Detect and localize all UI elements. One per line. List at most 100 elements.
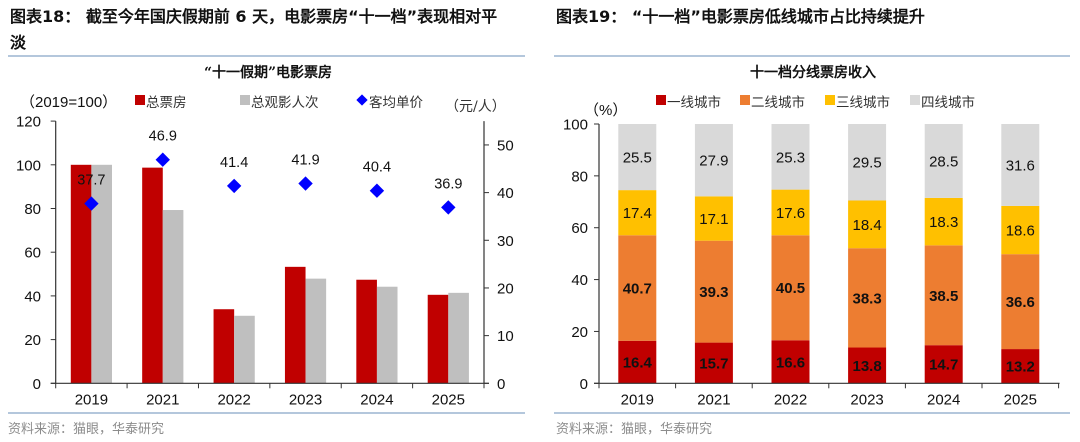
tier2-label: 40.5 — [776, 280, 805, 297]
x-tick-label: 2021 — [697, 392, 730, 409]
left-chart-title: “十一假期”电影票房 — [203, 65, 333, 81]
tier2-segment — [771, 235, 810, 341]
left-y2-axis-unit: （元/人） — [445, 99, 506, 115]
tier2-label: 38.3 — [852, 290, 881, 307]
left-source-note: 资料来源：猫眼，华泰研究 — [8, 422, 165, 437]
tier1-label: 16.4 — [623, 355, 653, 372]
box-office-bar — [284, 266, 306, 384]
avg-ticket-price-point — [226, 178, 242, 194]
tier3-label: 18.6 — [1006, 223, 1035, 240]
box-office-bar — [356, 279, 377, 384]
legend-label-tier3: 三线城市 — [836, 95, 890, 111]
y-tick-label: 20 — [571, 324, 588, 341]
y-tick-label: 20 — [24, 332, 41, 349]
legend-swatch-tier2 — [740, 95, 750, 105]
tier4-label: 29.5 — [852, 155, 881, 172]
box-office-bar — [427, 294, 449, 384]
y2-tick-label: 40 — [497, 185, 514, 202]
y-tick-label: 120 — [16, 114, 41, 131]
tier2-label: 40.7 — [623, 281, 652, 298]
left-top-divider — [8, 55, 525, 57]
y2-tick-label: 20 — [497, 280, 514, 297]
admissions-bar — [305, 278, 327, 384]
tier2-segment — [1001, 254, 1040, 350]
x-tick-label: 2023 — [289, 392, 322, 409]
tier1-segment — [924, 345, 963, 384]
tier1-segment — [694, 342, 733, 384]
y-tick-label: 60 — [24, 245, 41, 262]
tier2-segment — [848, 248, 887, 348]
tier2-label: 39.3 — [699, 284, 728, 301]
box-office-bar — [142, 167, 163, 384]
tier3-segment — [924, 197, 963, 246]
y-tick-label: 80 — [571, 168, 588, 185]
tier2-label: 36.6 — [1006, 294, 1035, 311]
right-figure-title: 图表19： “十一档”电影票房低线城市占比持续提升 — [556, 7, 925, 26]
tier1-segment — [848, 347, 887, 384]
tier4-segment — [1001, 124, 1040, 206]
tier2-segment — [618, 235, 657, 341]
avg-ticket-price-point — [441, 200, 456, 215]
left-figure-title-line-2: 淡 — [10, 33, 27, 52]
avg-ticket-price-label: 41.4 — [220, 155, 248, 171]
tier1-segment — [618, 340, 657, 384]
tier4-segment — [771, 124, 810, 190]
avg-ticket-price-point — [369, 183, 385, 198]
avg-ticket-price-point — [84, 196, 99, 211]
y2-tick-label: 10 — [497, 328, 514, 345]
x-tick-label: 2023 — [850, 392, 883, 409]
avg-ticket-price-label: 41.9 — [291, 153, 319, 169]
admissions-bar — [234, 315, 255, 384]
tier2-label: 38.5 — [929, 288, 958, 305]
y-tick-label: 0 — [580, 376, 588, 393]
tier3-segment — [1001, 205, 1040, 255]
tier2-segment — [694, 240, 733, 343]
admissions-bar — [91, 164, 112, 384]
legend-label-tier2: 二线城市 — [751, 95, 805, 111]
left-figure-title: 图表18： 截至今年国庆假期前 6 天，电影票房“十一档”表现相对平 淡 — [10, 4, 497, 56]
y-tick-label: 40 — [24, 288, 41, 305]
y-tick-label: 100 — [16, 157, 41, 174]
tier4-label: 25.3 — [776, 149, 805, 166]
tier1-segment — [771, 340, 810, 384]
tier1-label: 14.7 — [929, 357, 958, 374]
right-top-divider — [554, 55, 1070, 57]
right-chart-title: 十一档分线票房收入 — [750, 65, 876, 81]
y-tick-label: 0 — [33, 376, 41, 393]
tier3-label: 17.6 — [776, 205, 805, 222]
avg-ticket-price-label: 40.4 — [363, 160, 391, 176]
avg-ticket-price-point — [298, 176, 313, 191]
tier3-segment — [618, 190, 657, 236]
right-bottom-divider — [554, 412, 1070, 414]
legend-swatch-tier1 — [656, 95, 666, 105]
legend-swatch-box-office — [135, 95, 145, 105]
tier4-segment — [924, 124, 963, 198]
right-source-note: 资料来源：猫眼，华泰研究 — [556, 422, 713, 437]
tier4-segment — [618, 124, 657, 191]
left-bottom-divider — [8, 412, 525, 414]
avg-ticket-price-label: 46.9 — [149, 129, 177, 145]
tier4-segment — [848, 124, 887, 201]
legend-label-tier1: 一线城市 — [667, 95, 721, 111]
tier3-label: 17.1 — [699, 211, 728, 228]
legend-label-tier4: 四线城市 — [921, 95, 975, 111]
legend-swatch-tier3 — [825, 95, 835, 105]
tier3-segment — [771, 189, 810, 236]
admissions-bar — [162, 210, 184, 384]
box-office-bar — [213, 309, 235, 384]
right-y-axis-unit: （%） — [584, 102, 628, 119]
x-tick-label: 2021 — [146, 392, 179, 409]
tier4-label: 27.9 — [699, 153, 728, 170]
left-y-axis-unit: （2019=100） — [20, 94, 118, 111]
y2-tick-label: 50 — [497, 137, 514, 154]
tier3-label: 17.4 — [623, 205, 652, 222]
x-tick-label: 2019 — [75, 392, 108, 409]
tier2-segment — [924, 245, 963, 346]
tier1-label: 16.6 — [776, 354, 805, 371]
y2-tick-label: 30 — [497, 233, 514, 250]
x-tick-label: 2024 — [360, 392, 393, 409]
tier1-segment — [1001, 349, 1040, 384]
admissions-bar — [448, 292, 469, 384]
